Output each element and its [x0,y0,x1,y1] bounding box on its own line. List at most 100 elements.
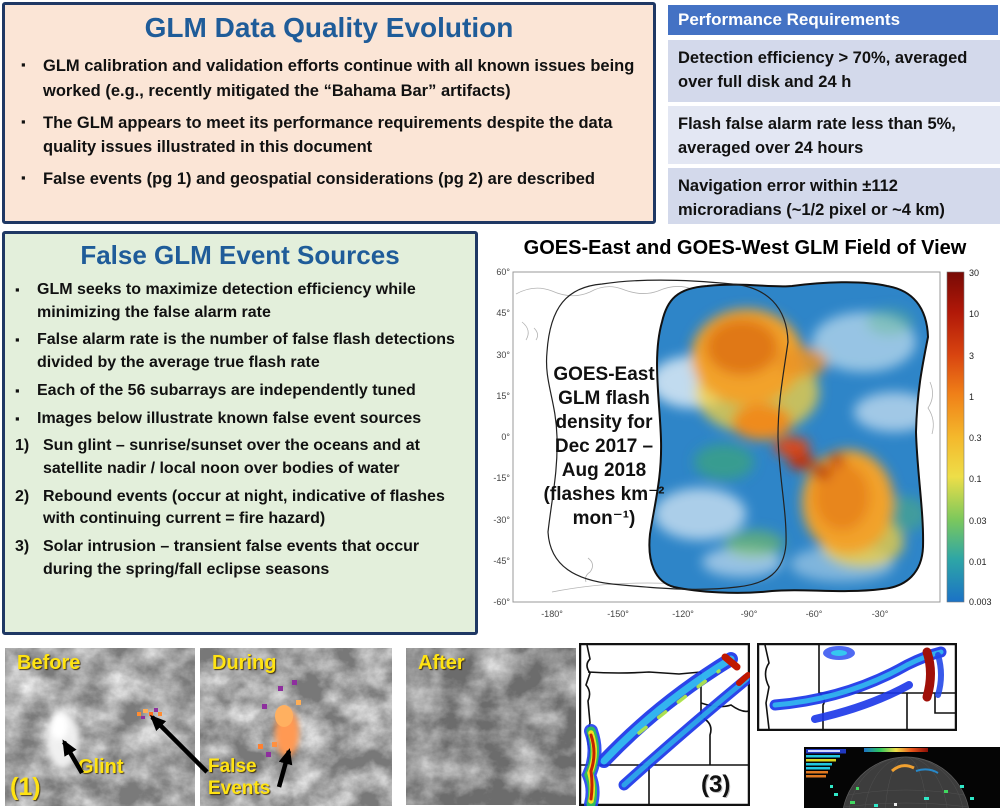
glm-fov-map: GOES-East GLM flash density for Dec 2017… [493,267,992,619]
sun-glint-after-image: After [406,648,576,805]
svg-text:-60°: -60° [493,597,510,607]
item-number: 2) [15,487,30,505]
glint-spot [47,712,79,768]
svg-text:0.003: 0.003 [969,597,992,607]
bullet-icon: ▪ [15,382,20,398]
false-events-label-line2: Events [208,778,271,799]
svg-text:0.1: 0.1 [969,474,982,484]
svg-text:0.3: 0.3 [969,433,982,443]
false-event-specks [137,708,162,719]
glint-label: Glint [78,756,124,778]
svg-text:30: 30 [969,268,979,278]
bullet-icon: ▪ [15,282,20,297]
intrusion-streaks [581,652,750,806]
map-title: GOES-East and GOES-West GLM Field of Vie… [523,237,967,259]
sun-glint-during-image: During False Events [200,648,392,806]
svg-text:-30°: -30° [493,515,510,525]
svg-text:mon⁻¹): mon⁻¹) [573,508,636,529]
svg-text:-180°: -180° [541,609,563,619]
after-label: After [418,652,465,674]
bullet-item: ▪ Images below illustrate known false ev… [15,408,467,431]
bullet-text: GLM calibration and validation efforts c… [43,57,635,100]
bullet-text: GLM seeks to maximize detection efficien… [37,281,416,321]
bullet-item: ▪ False alarm rate is the number of fals… [15,329,467,374]
performance-requirements-header: Performance Requirements [668,5,998,35]
svg-text:Aug 2018: Aug 2018 [562,460,646,481]
goes-west-fov-outline [545,279,789,590]
solar-intrusion-map-1: (3) [579,643,750,806]
bullet-item: ▪ GLM calibration and validation efforts… [21,54,639,104]
bullet-item: ▪ Each of the 56 subarrays are independe… [15,380,467,403]
item-text: Sun glint – sunrise/sunset over the ocea… [43,437,420,478]
svg-text:(flashes km⁻²: (flashes km⁻² [544,484,665,505]
bullet-icon: ▪ [15,332,20,348]
quality-bullet-list: ▪ GLM calibration and validation efforts… [5,54,653,192]
svg-text:30°: 30° [496,350,510,360]
before-label: Before [17,652,81,674]
svg-text:0.01: 0.01 [969,557,987,567]
bullet-icon: ▪ [21,57,26,72]
bullet-item: ▪ The GLM appears to meet its performanc… [21,111,639,161]
state-map [579,643,750,806]
numbered-item: 2) Rebound events (occur at night, indic… [15,486,467,531]
svg-text:45°: 45° [496,308,510,318]
goes-east-fov-outline [648,281,930,594]
solar-intrusion-map-2 [757,643,957,731]
item-number: 3) [15,538,30,556]
bullet-text: False events (pg 1) and geospatial consi… [43,170,595,188]
bullet-item: ▪ GLM seeks to maximize detection effici… [15,279,467,324]
svg-text:-90°: -90° [741,609,758,619]
quality-box-title: GLM Data Quality Evolution [144,12,514,43]
svg-text:0°: 0° [501,432,510,442]
svg-text:-60°: -60° [806,609,823,619]
satellite-image [406,648,576,805]
sources-bullet-list: ▪ GLM seeks to maximize detection effici… [5,279,475,582]
figure-3-label: (3) [701,771,731,798]
svg-text:10: 10 [969,309,979,319]
false-event-blob [258,680,301,757]
svg-text:15°: 15° [496,391,510,401]
intrusion-streaks [769,646,947,723]
false-event-sources-box: False GLM Event Sources ▪ GLM seeks to m… [2,231,478,635]
bullet-icon: ▪ [21,170,26,185]
svg-text:3: 3 [969,351,974,361]
svg-text:-45°: -45° [493,556,510,566]
bullet-icon: ▪ [15,410,20,426]
bullet-icon: ▪ [21,113,26,129]
x-axis: -180° -150° -120° -90° -60° -30° [541,609,889,619]
glm-quality-box: GLM Data Quality Evolution ▪ GLM calibra… [2,2,656,224]
svg-text:density for: density for [555,412,653,433]
item-number: 1) [15,437,30,455]
overlay-text-lines [806,749,846,778]
bullet-item: ▪ False events (pg 1) and geospatial con… [21,167,639,192]
y-axis: 60° 45° 30° 15° 0° -15° -30° -45° -60° [493,267,510,607]
satellite-image [200,648,392,806]
globe-image [804,747,1000,808]
item-text: Solar intrusion – transient false events… [43,538,420,578]
svg-text:1: 1 [969,392,974,402]
bullet-text: Images below illustrate known false even… [37,409,422,427]
svg-text:Dec 2017 –: Dec 2017 – [555,436,653,457]
bullet-text: The GLM appears to meet its performance … [43,113,613,157]
flash-density-field [649,282,929,593]
numbered-item: 3) Solar intrusion – transient false eve… [15,536,467,581]
requirement-item: Flash false alarm rate less than 5%, ave… [668,106,1000,164]
svg-text:-15°: -15° [493,473,510,483]
glm-full-disk-thumbnail [804,747,1000,808]
false-events-label-line1: False [208,756,257,777]
bullet-text: False alarm rate is the number of false … [37,331,455,372]
colorbar: 30 10 3 1 0.3 0.1 0.03 0.01 0.003 [946,268,992,607]
requirement-item: Navigation error within ±112 microradian… [668,168,1000,224]
requirement-item: Detection efficiency > 70%, averaged ove… [668,40,1000,102]
svg-text:-150°: -150° [607,609,629,619]
bullet-text: Each of the 56 subarrays are independent… [37,381,416,399]
svg-text:0.03: 0.03 [969,516,987,526]
sources-box-title: False GLM Event Sources [80,240,400,270]
scale-strip [864,748,928,752]
svg-text:-30°: -30° [872,609,889,619]
sun-glint-before-image: Before Glint (1) [5,648,195,806]
during-label: During [212,652,277,674]
map-annotation: GOES-East GLM flash density for Dec 2017… [544,364,665,529]
numbered-item: 1) Sun glint – sunrise/sunset over the o… [15,435,467,480]
